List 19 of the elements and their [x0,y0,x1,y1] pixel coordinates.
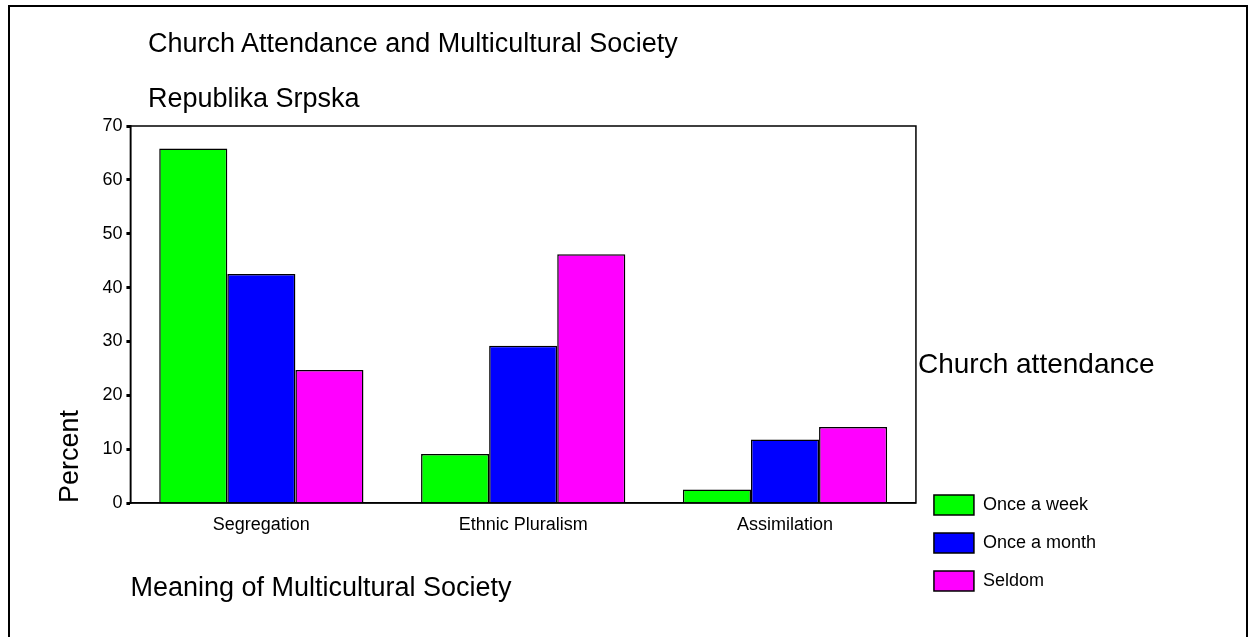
x-tick-label: Ethnic Pluralism [458,513,588,534]
y-tick-label: 70 [102,114,123,135]
legend-title: Church attendance [918,348,1155,380]
y-tick-label: 0 [112,491,123,512]
y-tick-label: 10 [102,438,123,459]
chart-title: Church Attendance and Multicultural Society [148,28,678,59]
y-axis-title: Percent [53,409,84,503]
legend-label: Once a week [982,493,1089,514]
y-tick-label: 30 [102,330,123,351]
legend-label: Seldom [982,569,1044,590]
y-tick-label: 20 [102,384,123,405]
y-tick-label: 50 [102,222,123,243]
x-tick-label: Assimilation [737,513,834,534]
x-axis-title: Meaning of Multicultural Society [130,572,513,603]
y-tick-label: 60 [102,168,123,189]
legend-label: Once a month [982,531,1096,552]
y-tick-label: 40 [102,276,123,297]
chart-subtitle: Republika Srpska [148,83,360,114]
x-tick-label: Segregation [212,513,310,534]
